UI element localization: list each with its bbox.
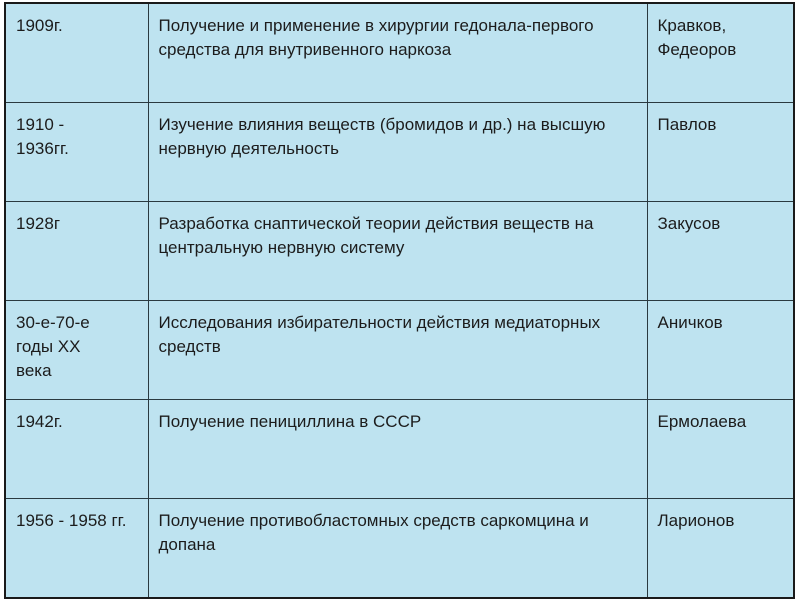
date-cell: 30-е-70-е годы XX века [4,299,149,401]
table-row: 1956 - 1958 гг. Получение противобластом… [4,498,795,599]
date-cell: 1909г. [4,2,149,103]
table-row: 30-е-70-е годы XX века Исследования изби… [4,299,795,401]
table-row: 1928г Разработка снаптической теории дей… [4,200,795,301]
date-cell: 1956 - 1958 гг. [4,498,149,599]
person-cell: Кравков, Федеоров [646,2,795,103]
event-cell: Получение и применение в хирургии гедона… [147,2,648,103]
person-cell: Ларионов [646,498,795,599]
table-row: 1910 - 1936гг. Изучение влияния веществ … [4,101,795,202]
person-cell: Аничков [646,299,795,401]
table-row: 1942г. Получение пенициллина в СССР Ермо… [4,399,795,500]
history-table: 1909г. Получение и применение в хирургии… [4,2,795,599]
person-cell: Павлов [646,101,795,202]
person-cell: Ермолаева [646,399,795,500]
event-cell: Получение пенициллина в СССР [147,399,648,500]
event-cell: Получение противобластомных средств сарк… [147,498,648,599]
event-cell: Исследования избирательности действия ме… [147,299,648,401]
event-cell: Разработка снаптической теории действия … [147,200,648,301]
date-cell: 1942г. [4,399,149,500]
table-row: 1909г. Получение и применение в хирургии… [4,2,795,103]
date-cell: 1928г [4,200,149,301]
date-cell: 1910 - 1936гг. [4,101,149,202]
person-cell: Закусов [646,200,795,301]
event-cell: Изучение влияния веществ (бромидов и др.… [147,101,648,202]
